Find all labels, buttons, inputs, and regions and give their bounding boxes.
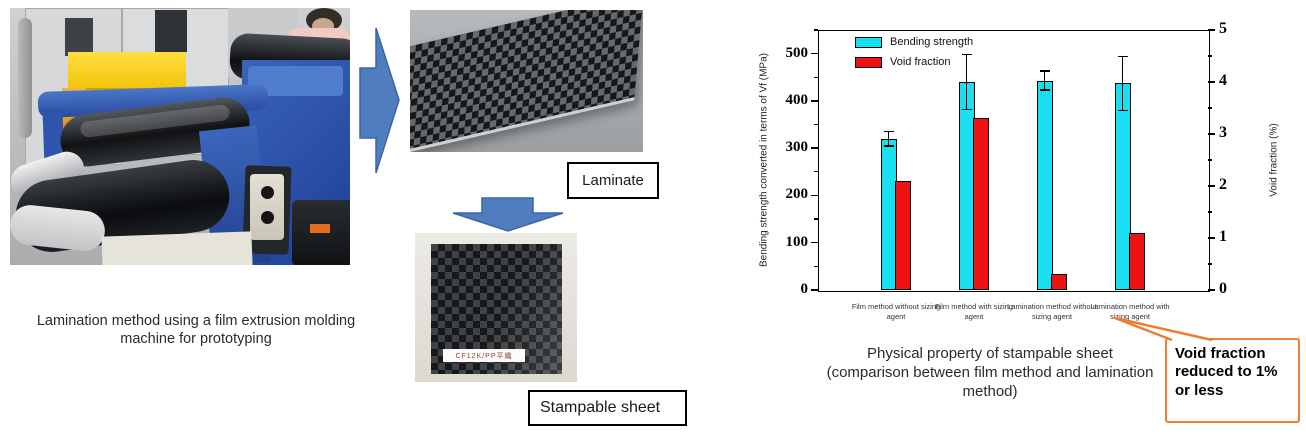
bar-void-2 <box>1051 274 1067 290</box>
control-button <box>261 186 274 199</box>
category-label-3: Lamination method with sizing agent <box>1090 302 1170 321</box>
right-major-tick <box>1208 133 1215 135</box>
laminate-sheet <box>410 10 643 152</box>
left-tick-label: 100 <box>785 233 809 250</box>
control-button <box>261 211 274 224</box>
machine-caption: Lamination method using a film extrusion… <box>10 312 382 348</box>
control-box <box>250 174 284 240</box>
error-bar-line <box>1121 56 1124 111</box>
bar-void-1 <box>973 118 989 290</box>
category-label-2: Lamination method without sizing agent <box>1007 302 1097 321</box>
right-tick-label: 2 <box>1219 176 1227 193</box>
right-axis-title: Void fraction (%) <box>1268 123 1280 197</box>
right-major-tick <box>1208 289 1215 291</box>
yellow-hopper <box>68 52 186 90</box>
right-tick-label: 3 <box>1219 124 1227 141</box>
stampable-photo: CF12K/PP平織 <box>415 233 577 382</box>
arrow-right-icon <box>359 27 400 174</box>
machine-base <box>101 231 253 265</box>
right-major-tick <box>1208 29 1215 31</box>
right-major-tick <box>1208 185 1215 187</box>
left-tick-label: 400 <box>785 91 809 108</box>
left-tick-label: 0 <box>800 281 809 297</box>
error-bar-cap <box>961 108 972 111</box>
right-minor-tick <box>1208 211 1212 213</box>
machine-caption-line2: machine for prototyping <box>120 331 272 348</box>
left-minor-tick <box>814 218 818 220</box>
legend-label-1: Void fraction <box>890 56 951 68</box>
bar-bending-2 <box>1037 80 1053 290</box>
right-minor-tick <box>1208 107 1212 109</box>
cabinet-vent <box>65 18 93 56</box>
stampable-label: Stampable sheet <box>540 399 661 416</box>
error-bar-cap <box>883 130 894 133</box>
machine-caption-line1: Lamination method using a film extrusion… <box>36 313 356 329</box>
legend-label-0: Bending strength <box>890 36 974 48</box>
laminate-labelbox: Laminate <box>567 162 659 199</box>
machine-photo <box>10 8 350 265</box>
left-minor-tick <box>814 29 818 31</box>
category-label-1: Film method with sizing agent <box>935 302 1013 321</box>
left-tick-label: 500 <box>785 44 809 61</box>
arrow-down-icon <box>452 197 564 232</box>
error-bar-cap <box>883 145 894 147</box>
laminate-photo <box>410 10 643 152</box>
left-tick-label: 300 <box>785 139 809 156</box>
void-callout-text: Void fraction reduced to 1% or less <box>1175 345 1278 399</box>
left-major-tick <box>811 52 818 55</box>
left-major-tick <box>811 147 818 149</box>
left-minor-tick <box>814 76 818 78</box>
error-bar-line <box>1043 71 1046 91</box>
error-bar-cap <box>1039 89 1050 91</box>
right-minor-tick <box>1208 263 1212 265</box>
left-major-tick <box>811 241 818 244</box>
error-bar-line <box>965 54 968 110</box>
plot-area <box>818 30 1210 292</box>
legend-swatch-0 <box>855 37 882 48</box>
chart-caption-line2: (comparison between film method and lami… <box>826 363 1154 400</box>
sheet-tag-text: CF12K/PP平織 <box>455 352 513 360</box>
right-tick-label: 5 <box>1219 20 1227 37</box>
sheet-tag: CF12K/PP平織 <box>443 349 525 362</box>
left-minor-tick <box>814 265 818 267</box>
left-minor-tick <box>814 123 818 126</box>
right-tick-label: 0 <box>1219 280 1227 297</box>
error-bar-cap <box>961 53 972 56</box>
right-minor-tick <box>1208 55 1212 57</box>
right-tick-label: 4 <box>1219 72 1227 89</box>
cabinet-vent <box>155 10 187 52</box>
left-minor-tick <box>814 171 818 173</box>
left-major-tick <box>811 100 818 102</box>
pipe <box>18 18 32 138</box>
left-tick-label: 200 <box>785 186 809 203</box>
error-bar-cap <box>1117 109 1128 112</box>
right-tick-label: 1 <box>1219 228 1227 245</box>
right-major-tick <box>1208 237 1215 239</box>
left-major-tick <box>811 194 818 197</box>
bar-chart: Bending strength converted in terms of V… <box>750 0 1306 436</box>
bar-void-0 <box>895 180 911 290</box>
legend-swatch-1 <box>855 57 882 68</box>
motor-label <box>310 224 330 233</box>
laminate-label: Laminate <box>582 172 644 189</box>
error-bar-cap <box>1039 70 1050 72</box>
stampable-labelbox: Stampable sheet <box>528 390 687 426</box>
category-label-0: Film method without sizing agent <box>851 302 941 321</box>
right-major-tick <box>1208 81 1215 83</box>
bar-void-3 <box>1129 232 1145 290</box>
right-minor-tick <box>1208 159 1212 161</box>
chart-caption-line1: Physical property of stampable sheet <box>867 345 1113 362</box>
error-bar-line <box>887 131 890 146</box>
chart-caption: Physical property of stampable sheet (co… <box>800 345 1180 401</box>
error-bar-cap <box>1117 55 1128 58</box>
left-major-tick <box>811 289 818 291</box>
void-callout: Void fraction reduced to 1% or less <box>1165 338 1300 423</box>
